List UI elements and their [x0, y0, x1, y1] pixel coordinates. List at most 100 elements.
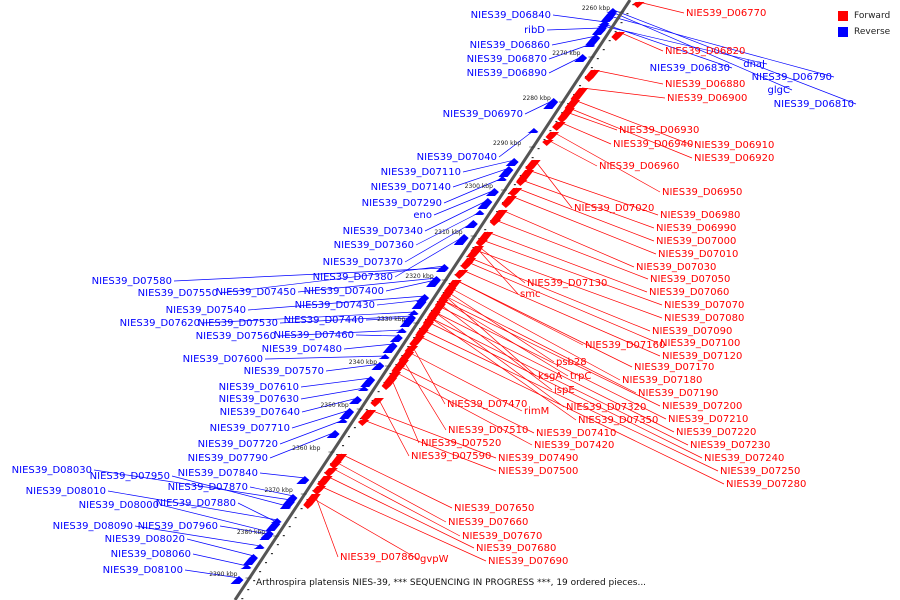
gene-label[interactable]: NIES39_D06990 [656, 223, 736, 234]
gene-label[interactable]: NIES39_D06770 [686, 8, 766, 19]
gene-label[interactable]: NIES39_D07720 [198, 439, 278, 450]
gene-label[interactable]: NIES39_D08020 [105, 534, 185, 545]
gene-label[interactable]: NIES39_D08000 [79, 500, 159, 511]
gene-label[interactable]: NIES39_D07470 [447, 399, 527, 410]
gene-label[interactable]: NIES39_D07660 [448, 517, 528, 528]
gene-label[interactable]: NIES39_D07010 [658, 249, 738, 260]
gene-label[interactable]: NIES39_D07860 [340, 552, 420, 563]
gene-label[interactable]: trpC [570, 371, 591, 382]
gene-label[interactable]: NIES39_D07000 [656, 236, 736, 247]
gene-label[interactable]: NIES39_D06930 [619, 125, 699, 136]
gene-label[interactable]: NIES39_D07370 [323, 257, 403, 268]
gene-labels[interactable]: NIES39_D06840 ribD NIES39_D06860 NIES39_D06… [12, 8, 854, 576]
gene-label[interactable]: NIES39_D07400 [304, 286, 384, 297]
gene-label[interactable]: NIES39_D07070 [664, 300, 744, 311]
gene-label[interactable]: NIES39_D07220 [676, 427, 756, 438]
gene-label[interactable]: NIES39_D07870 [168, 482, 248, 493]
gene-label[interactable]: NIES39_D06880 [665, 79, 745, 90]
gene-label[interactable]: NIES39_D07490 [498, 453, 578, 464]
gene-label[interactable]: NIES39_D07170 [634, 362, 714, 373]
gene-label[interactable]: rimM [524, 406, 549, 417]
gene-label[interactable]: NIES39_D07620 [120, 318, 200, 329]
gene-label[interactable]: NIES39_D07440 [284, 315, 364, 326]
gene-label[interactable]: ksgA [538, 371, 562, 382]
gene-label[interactable]: NIES39_D07190 [638, 388, 718, 399]
gene-label[interactable]: dnaJ [743, 59, 765, 70]
gene-label[interactable]: NIES39_D07450 [216, 287, 296, 298]
gene-label[interactable]: NIES39_D07210 [668, 414, 748, 425]
gene-label[interactable]: NIES39_D07530 [198, 318, 278, 329]
gene-label[interactable]: NIES39_D07280 [726, 479, 806, 490]
gene-label[interactable]: NIES39_D07680 [476, 543, 556, 554]
gene-label[interactable]: NIES39_D06960 [599, 161, 679, 172]
gene-label[interactable]: NIES39_D08090 [53, 521, 133, 532]
gene-label[interactable]: NIES39_D06830 [650, 63, 730, 74]
gene-label[interactable]: NIES39_D07520 [421, 438, 501, 449]
gene-label[interactable]: NIES39_D07590 [411, 451, 491, 462]
gene-label[interactable]: NIES39_D07340 [343, 226, 423, 237]
gene-label[interactable]: NIES39_D06840 [471, 10, 551, 21]
gene-label[interactable]: NIES39_D07710 [210, 423, 290, 434]
gene-label[interactable]: eno [413, 210, 432, 221]
gene-label[interactable]: NIES39_D07110 [381, 167, 461, 178]
gene-label[interactable]: NIES39_D07050 [650, 274, 730, 285]
gene-label[interactable]: NIES39_D07040 [417, 152, 497, 163]
gene-label[interactable]: NIES39_D07430 [295, 300, 375, 311]
gene-label[interactable]: NIES39_D07020 [574, 203, 654, 214]
gene-label[interactable]: NIES39_D07240 [704, 453, 784, 464]
gene-label[interactable]: NIES39_D07080 [664, 313, 744, 324]
gene-label[interactable]: NIES39_D08100 [103, 565, 183, 576]
gene-label[interactable]: NIES39_D06790 [752, 72, 832, 83]
gene-label[interactable]: NIES39_D07030 [636, 262, 716, 273]
gene-label[interactable]: NIES39_D08060 [111, 549, 191, 560]
gene-label[interactable]: NIES39_D07790 [188, 453, 268, 464]
gene-label[interactable]: NIES39_D07320 [566, 402, 646, 413]
gene-label[interactable]: NIES39_D07840 [178, 468, 258, 479]
gene-label[interactable]: ispE [554, 385, 575, 396]
gene-label[interactable]: NIES39_D06950 [662, 187, 742, 198]
gene-label[interactable]: NIES39_D07670 [462, 531, 542, 542]
gene-label[interactable]: NIES39_D06860 [470, 40, 550, 51]
gene-label[interactable]: NIES39_D07420 [534, 440, 614, 451]
gene-label[interactable]: NIES39_D06900 [667, 93, 747, 104]
gene-label[interactable]: NIES39_D07690 [488, 556, 568, 567]
gene-label[interactable]: NIES39_D07120 [662, 351, 742, 362]
gene-label[interactable]: NIES39_D07090 [652, 326, 732, 337]
gene-label[interactable]: ribD [524, 25, 545, 36]
gene-label[interactable]: NIES39_D06980 [660, 210, 740, 221]
gene-label[interactable]: gvpW [420, 554, 449, 565]
gene-label[interactable]: NIES39_D07560 [196, 331, 276, 342]
gene-label[interactable]: NIES39_D07410 [536, 428, 616, 439]
gene-label[interactable]: NIES39_D07360 [334, 240, 414, 251]
gene-label[interactable]: NIES39_D07230 [690, 440, 770, 451]
gene-label[interactable]: NIES39_D07610 [219, 382, 299, 393]
gene-label[interactable]: NIES39_D07550 [138, 288, 218, 299]
gene-label[interactable]: NIES39_D07510 [448, 425, 528, 436]
gene-label[interactable]: NIES39_D06890 [467, 68, 547, 79]
gene-label[interactable]: NIES39_D06820 [665, 46, 745, 57]
gene-label[interactable]: NIES39_D06940 [613, 139, 693, 150]
gene-label[interactable]: smc [520, 289, 540, 300]
gene-label[interactable]: NIES39_D06910 [694, 140, 774, 151]
gene-label[interactable]: NIES39_D06810 [774, 99, 854, 110]
gene-label[interactable]: NIES39_D07180 [622, 375, 702, 386]
gene-label[interactable]: NIES39_D07130 [527, 278, 607, 289]
gene-label[interactable]: NIES39_D07880 [156, 498, 236, 509]
gene-label[interactable]: NIES39_D07290 [362, 198, 442, 209]
gene-label[interactable]: NIES39_D07160 [585, 340, 665, 351]
gene-label[interactable]: NIES39_D07580 [92, 276, 172, 287]
gene-label[interactable]: NIES39_D07350 [578, 415, 658, 426]
gene-label[interactable]: NIES39_D07480 [262, 344, 342, 355]
gene-label[interactable]: NIES39_D07060 [649, 287, 729, 298]
gene-label[interactable]: NIES39_D07380 [313, 272, 393, 283]
gene-label[interactable]: NIES39_D06920 [694, 153, 774, 164]
gene-label[interactable]: NIES39_D07950 [90, 471, 170, 482]
gene-label[interactable]: NIES39_D07640 [220, 407, 300, 418]
gene-label[interactable]: NIES39_D07630 [219, 394, 299, 405]
gene-label[interactable]: NIES39_D07570 [244, 366, 324, 377]
gene-label[interactable]: NIES39_D07200 [662, 401, 742, 412]
gene-label[interactable]: NIES39_D07250 [720, 466, 800, 477]
gene-label[interactable]: NIES39_D06870 [467, 54, 547, 65]
gene-label[interactable]: NIES39_D07600 [183, 354, 263, 365]
gene-label[interactable]: glgC [768, 85, 790, 96]
